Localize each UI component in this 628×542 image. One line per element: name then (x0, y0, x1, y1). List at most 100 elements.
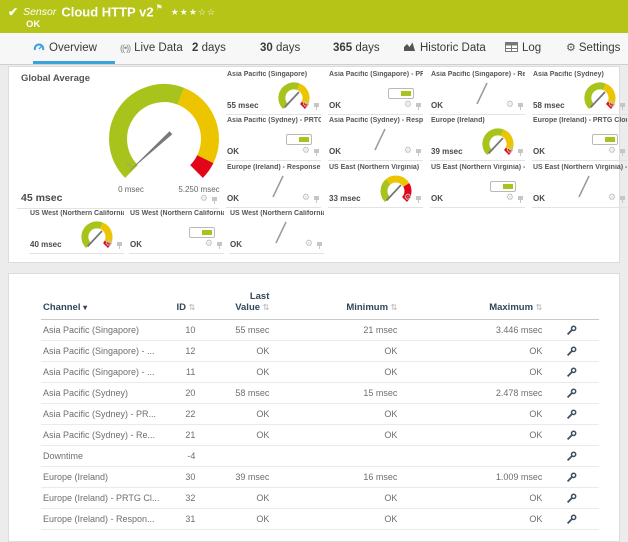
channel-panel: Europe (Ireland) - PRTG Cloud... OK ⚙ (532, 115, 627, 161)
table-row: Asia Pacific (Sydney) 20 58 msec 15 msec… (41, 383, 599, 404)
panel-value: OK (227, 147, 239, 156)
table-row: Downtime -4 (41, 446, 599, 467)
settings-gear-icon: ⚙ (566, 42, 576, 54)
gear-icon[interactable]: ⚙ (305, 238, 313, 249)
tab-historic-data[interactable]: Historic Data (403, 33, 486, 65)
channel-settings-wrench-icon[interactable] (566, 514, 577, 525)
pin-icon[interactable] (416, 149, 421, 153)
panel-title: Asia Pacific (Singapore) (227, 71, 321, 78)
pin-icon[interactable] (518, 149, 523, 153)
tab-settings[interactable]: ⚙Settings (566, 33, 620, 65)
needle-indicator (271, 218, 291, 246)
channel-settings-wrench-icon[interactable] (566, 493, 577, 504)
gear-icon[interactable]: ⚙ (506, 192, 514, 203)
pin-icon[interactable] (117, 242, 122, 246)
panel-value: OK (329, 101, 341, 110)
tab-2-days[interactable]: 2 days (192, 33, 226, 65)
panel-title: Asia Pacific (Singapore) - PR... (329, 71, 423, 78)
pin-icon[interactable] (212, 197, 217, 201)
gauge-scale-min: 0 msec (101, 185, 161, 194)
col-header-maximum[interactable]: Maximum ⇅ (399, 289, 544, 320)
tab-log[interactable]: Log (505, 33, 541, 65)
channel-panel: Asia Pacific (Singapore) 55 msec ⚙ (226, 69, 321, 115)
col-header-last-value[interactable]: LastValue ⇅ (197, 289, 271, 320)
gear-icon[interactable]: ⚙ (506, 99, 514, 110)
gear-icon[interactable]: ⚙ (105, 238, 113, 249)
channel-settings-wrench-icon[interactable] (566, 388, 577, 399)
col-header-minimum[interactable]: Minimum ⇅ (271, 289, 399, 320)
panel-title: US East (Northern Virginia) - ... (431, 164, 525, 171)
channel-settings-wrench-icon[interactable] (566, 451, 577, 462)
channel-settings-wrench-icon[interactable] (566, 409, 577, 420)
pin-icon[interactable] (317, 242, 322, 246)
gear-icon[interactable]: ⚙ (302, 145, 310, 156)
table-row: Europe (Ireland) - PRTG Cl... 32 OK OK O… (41, 488, 599, 509)
panel-value: OK (227, 194, 239, 203)
pin-icon[interactable] (518, 103, 523, 107)
panel-value: OK (533, 194, 545, 203)
gear-icon[interactable]: ⚙ (205, 238, 213, 249)
gear-icon[interactable]: ⚙ (608, 192, 616, 203)
sort-desc-icon: ▾ (83, 303, 87, 312)
gear-icon[interactable]: ⚙ (608, 145, 616, 156)
tab-live-data[interactable]: ((•))Live Data (120, 33, 183, 65)
historic-chart-icon (403, 41, 416, 52)
gear-icon[interactable]: ⚙ (302, 99, 310, 110)
table-row: Europe (Ireland) 30 39 msec 16 msec 1.00… (41, 467, 599, 488)
channel-cell: Europe (Ireland) - Respon... (41, 509, 161, 530)
pin-icon[interactable] (518, 196, 523, 200)
channel-panel: Europe (Ireland) - Response C... OK ⚙ (226, 162, 321, 208)
panel-value: OK (431, 194, 443, 203)
channel-settings-wrench-icon[interactable] (566, 430, 577, 441)
pin-icon[interactable] (416, 103, 421, 107)
channel-settings-wrench-icon[interactable] (566, 472, 577, 483)
channel-cell: Europe (Ireland) (41, 467, 161, 488)
active-tab-indicator (33, 61, 115, 64)
tab-365-days[interactable]: 365 days (333, 33, 380, 65)
panel-value: 55 msec (227, 101, 259, 110)
channel-cell: Asia Pacific (Sydney) - PR... (41, 404, 161, 425)
pin-icon[interactable] (217, 242, 222, 246)
panel-value: OK (230, 240, 242, 249)
channel-settings-wrench-icon[interactable] (566, 346, 577, 357)
panel-value: 40 msec (30, 240, 62, 249)
panel-title: Asia Pacific (Sydney) - Respo... (329, 117, 423, 124)
needle-indicator (574, 172, 594, 200)
pin-icon[interactable] (416, 196, 421, 200)
channel-settings-wrench-icon[interactable] (566, 325, 577, 336)
channel-cell: Asia Pacific (Sydney) - Re... (41, 425, 161, 446)
panel-value: 39 msec (431, 147, 463, 156)
panel-title: Europe (Ireland) (431, 117, 525, 124)
pin-icon[interactable] (314, 103, 319, 107)
pin-icon[interactable] (620, 196, 625, 200)
tab-30-days[interactable]: 30 days (260, 33, 300, 65)
gear-icon[interactable]: ⚙ (608, 99, 616, 110)
channel-panel: Asia Pacific (Sydney) 58 msec ⚙ (532, 69, 627, 115)
priority-stars[interactable]: ★★★☆☆ (171, 7, 216, 17)
gear-icon[interactable]: ⚙ (404, 99, 412, 110)
channel-panel: Asia Pacific (Sydney) - Respo... OK ⚙ (328, 115, 423, 161)
pin-icon[interactable] (314, 196, 319, 200)
gear-icon[interactable]: ⚙ (404, 145, 412, 156)
gear-icon[interactable]: ⚙ (302, 192, 310, 203)
global-average-gauge (101, 83, 231, 183)
pin-icon[interactable] (314, 149, 319, 153)
panel-value: OK (431, 101, 443, 110)
gear-icon[interactable]: ⚙ (404, 192, 412, 203)
channel-panel: US East (Northern Virginia) 33 msec ⚙ (328, 162, 423, 208)
table-row: Europe (Ireland) - Respon... 31 OK OK OK (41, 509, 599, 530)
pin-icon[interactable] (620, 149, 625, 153)
panel-value: 33 msec (329, 194, 361, 203)
sensor-type-label: Sensor (23, 6, 56, 18)
pin-icon[interactable] (620, 103, 625, 107)
col-header-id[interactable]: ID ⇅ (161, 289, 197, 320)
global-average-panel: Global Average 0 msec 5.250 msec 45 msec… (17, 69, 219, 209)
col-header-channel[interactable]: Channel ▾ (41, 289, 161, 320)
gear-icon[interactable]: ⚙ (200, 193, 208, 204)
gear-icon[interactable]: ⚙ (506, 145, 514, 156)
needle-indicator (472, 79, 492, 107)
channel-panel: US West (Northern California)... OK ⚙ (129, 208, 224, 254)
sort-icon: ⇅ (263, 303, 270, 312)
panel-value: OK (130, 240, 142, 249)
channel-settings-wrench-icon[interactable] (566, 367, 577, 378)
